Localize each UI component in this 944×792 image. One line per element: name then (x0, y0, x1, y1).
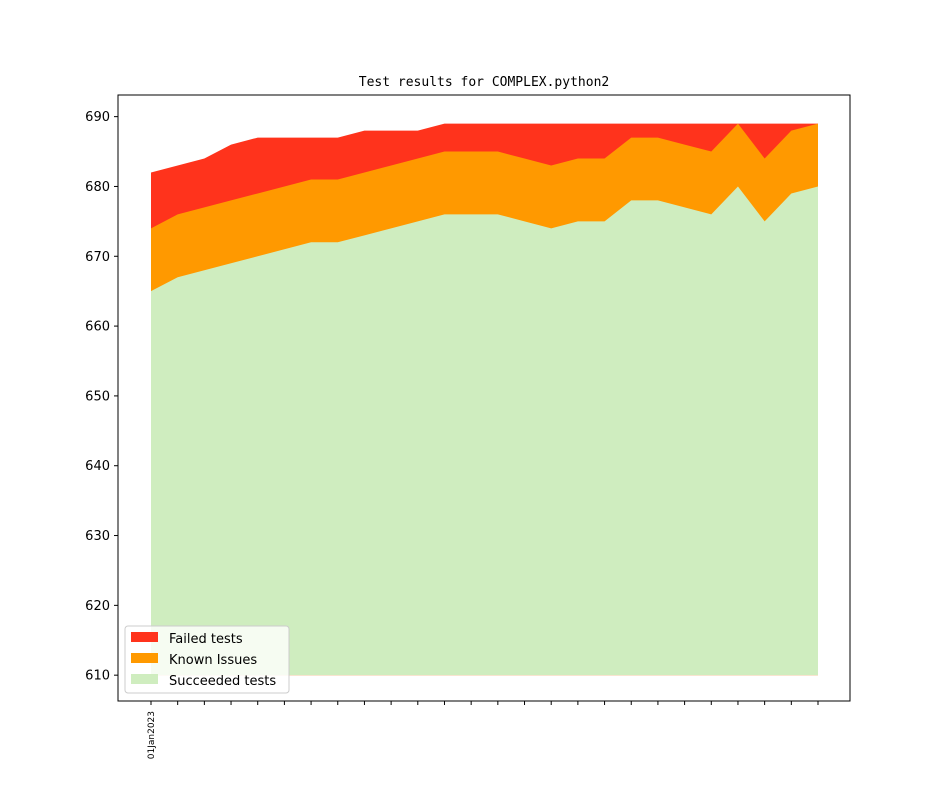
legend-label-succeeded: Succeeded tests (169, 674, 276, 689)
legend-swatch-known-issues (131, 653, 158, 663)
legend: Failed tests Known Issues Succeeded test… (124, 625, 290, 694)
legend-label-failed: Failed tests (169, 632, 243, 647)
legend-label-known-issues: Known Issues (169, 653, 257, 668)
x-axis: 01Jan2023 (147, 701, 819, 759)
y-tick-label: 610 (85, 669, 110, 684)
y-tick-label: 650 (85, 389, 110, 404)
y-axis: 610 620 630 640 650 660 670 680 690 (85, 110, 118, 684)
y-tick-label: 630 (85, 529, 110, 544)
y-tick-label: 660 (85, 320, 110, 335)
y-tick-label: 680 (85, 180, 110, 195)
y-tick-label: 620 (85, 599, 110, 614)
legend-box (124, 625, 290, 694)
y-tick-label: 690 (85, 110, 110, 125)
y-tick-label: 670 (85, 250, 110, 265)
legend-swatch-failed (131, 632, 158, 642)
chart-title: Test results for COMPLEX.python2 (359, 75, 609, 90)
x-tick-label: 01Jan2023 (147, 711, 157, 759)
area-succeeded (151, 186, 818, 676)
y-tick-label: 640 (85, 459, 110, 474)
plot-frame (117, 94, 851, 702)
legend-swatch-succeeded (131, 674, 158, 684)
areas-layer (151, 123, 818, 676)
